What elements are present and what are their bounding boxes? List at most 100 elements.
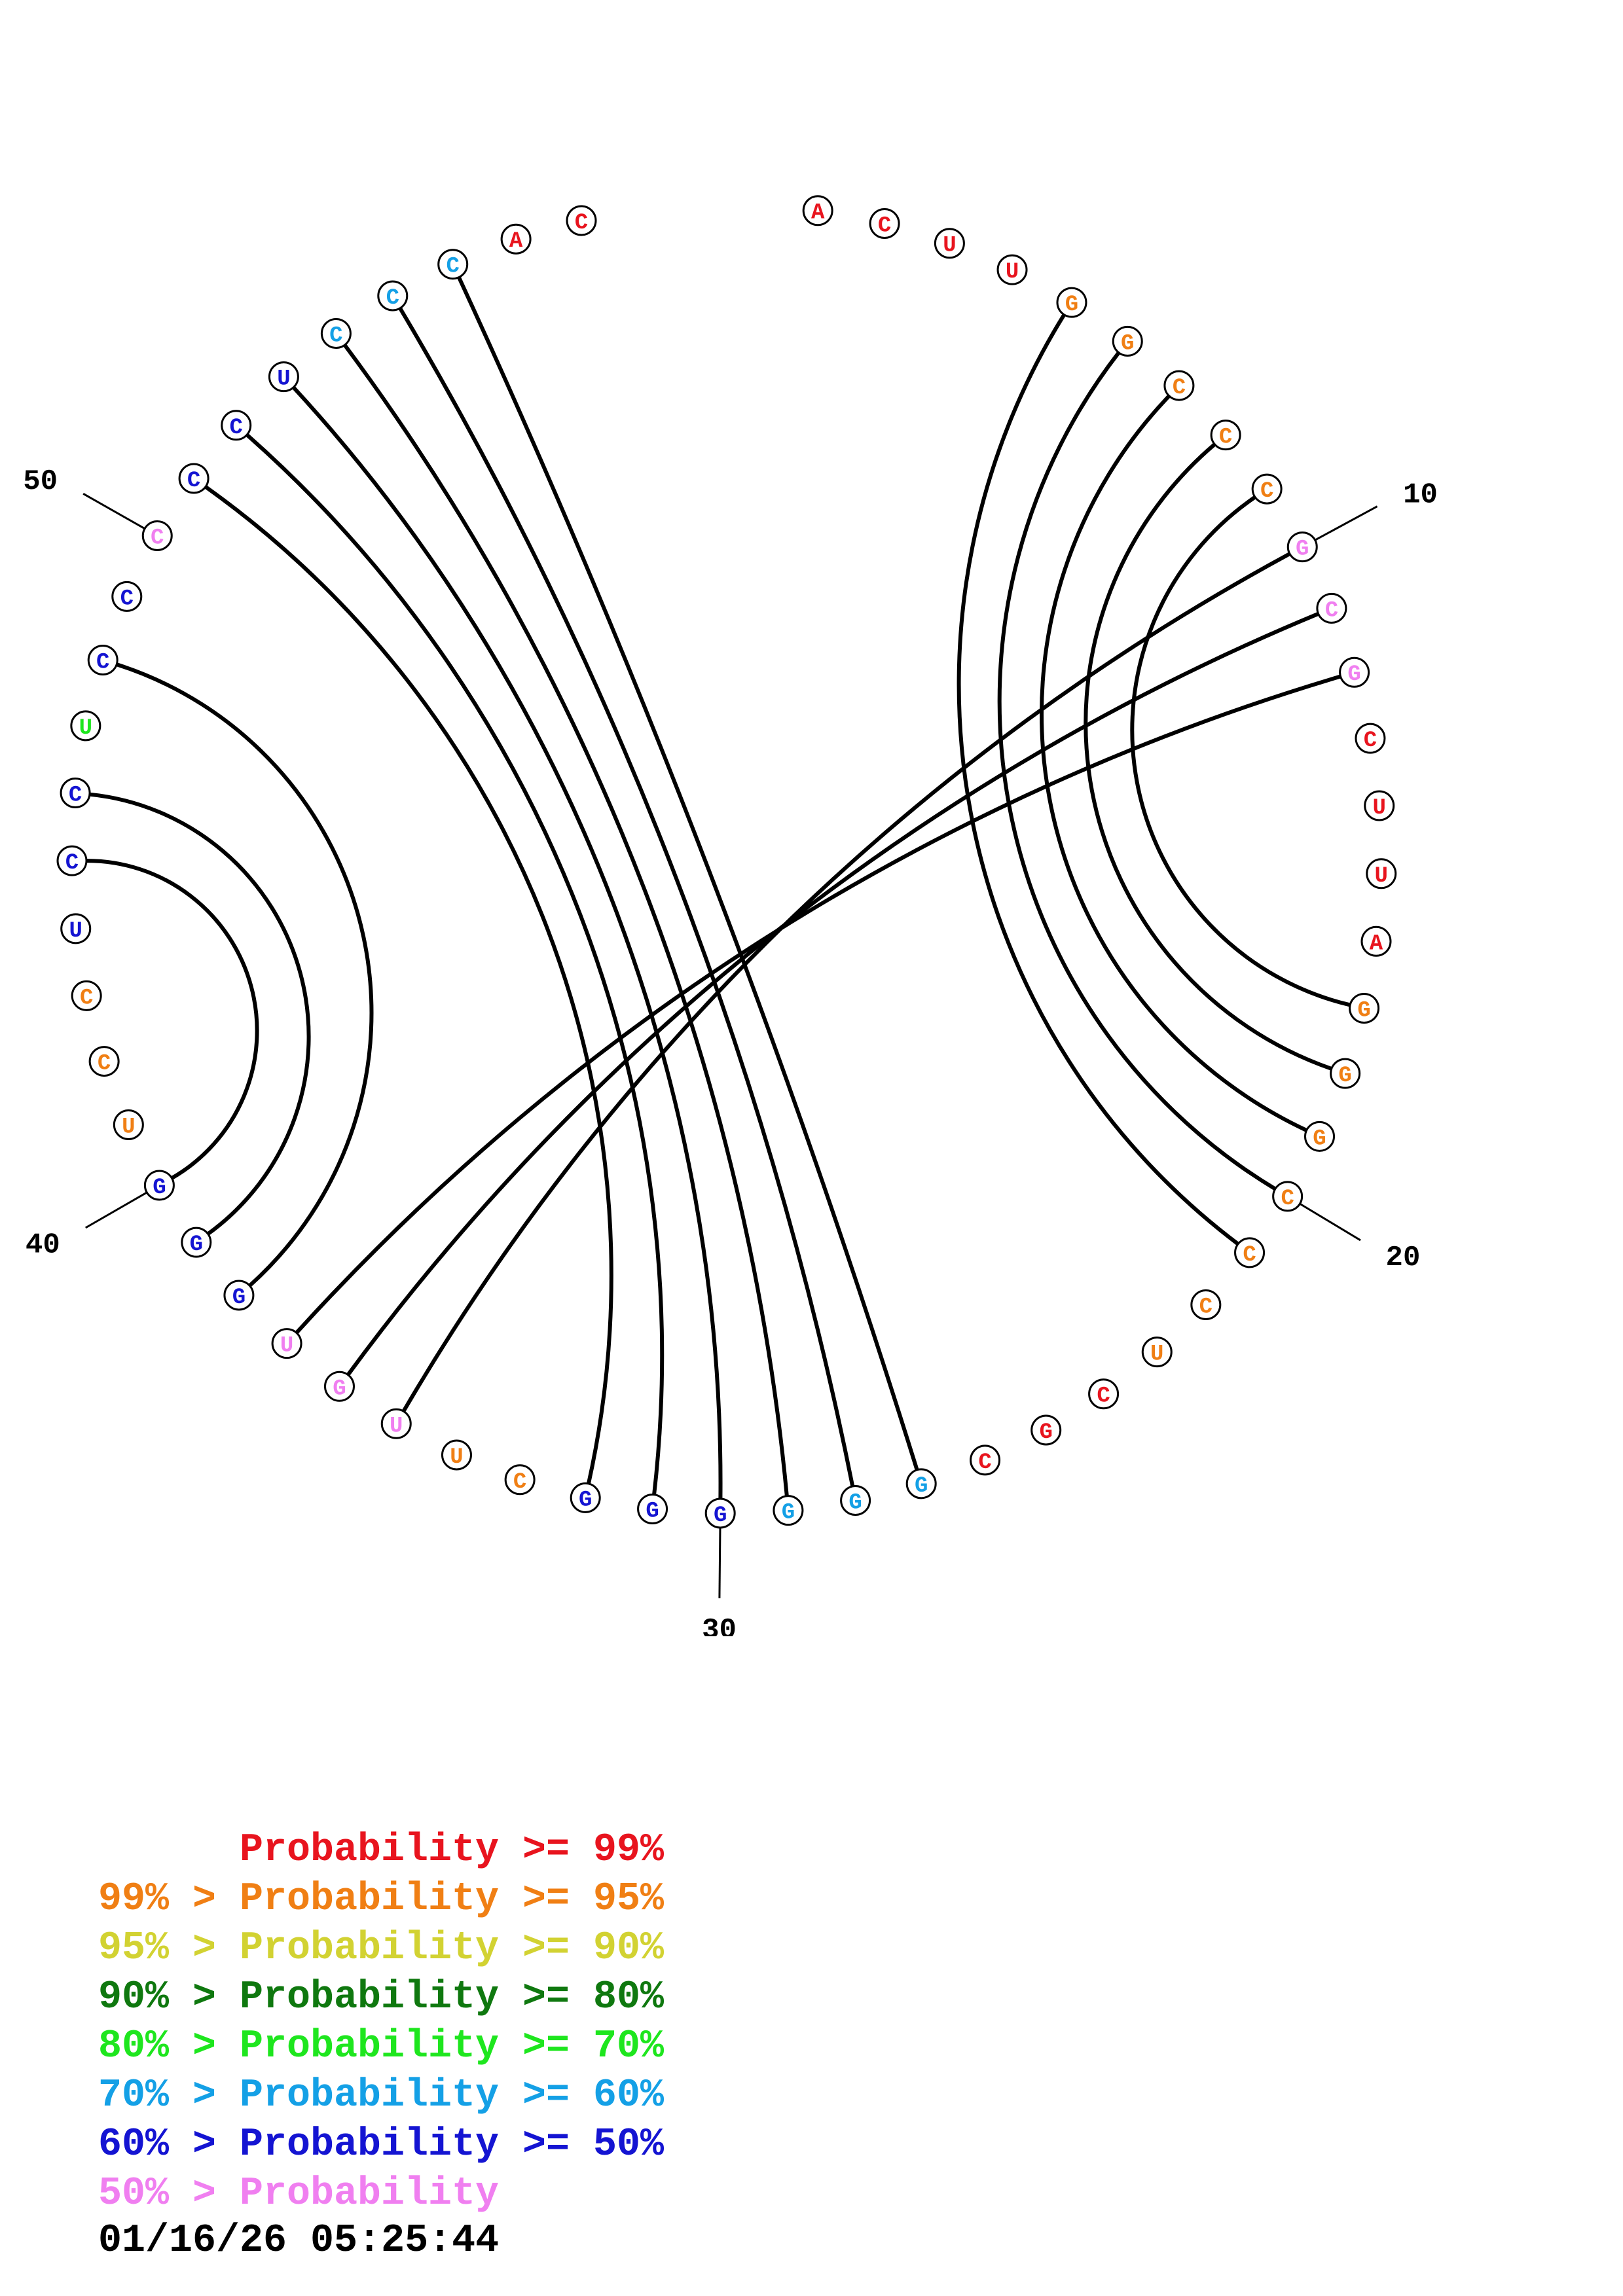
nucleotide-base: G bbox=[1065, 293, 1078, 317]
circle-plot: 10 20 30 40 50 A C U U G G C C C G C G C U U A G G G C C C U C G C G G G… bbox=[23, 195, 1438, 1636]
nucleotide-33: C bbox=[504, 1464, 536, 1496]
nucleotide-base: G bbox=[190, 1232, 203, 1257]
nucleotide-base: G bbox=[915, 1474, 928, 1499]
pair-arc-7-19 bbox=[1040, 394, 1307, 1132]
nucleotide-28: G bbox=[840, 1484, 871, 1516]
nucleotide-base: C bbox=[230, 416, 243, 440]
nucleotide-45: C bbox=[56, 845, 88, 876]
pair-arc-29-54 bbox=[343, 344, 789, 1496]
nucleotide-57: A bbox=[500, 223, 532, 255]
nucleotide-31: G bbox=[637, 1494, 668, 1525]
nucleotide-circle bbox=[87, 644, 119, 675]
nucleotide-43: C bbox=[71, 980, 102, 1011]
nucleotide-14: U bbox=[1364, 790, 1395, 821]
nucleotide-8: C bbox=[1210, 420, 1241, 451]
nucleotide-base: G bbox=[579, 1488, 592, 1513]
nucleotide-circle bbox=[1330, 1058, 1361, 1089]
legend-sep: > bbox=[192, 2073, 217, 2118]
legend-upper: 50% bbox=[593, 2123, 665, 2167]
nucleotide-base: C bbox=[575, 211, 588, 236]
legend-cmp: >= bbox=[522, 2073, 570, 2118]
nucleotide-11: C bbox=[1316, 592, 1347, 624]
nucleotide-7: C bbox=[1163, 370, 1195, 401]
nucleotide-circle bbox=[1088, 1378, 1120, 1410]
nucleotide-circle bbox=[1316, 592, 1347, 624]
legend-text: Probability bbox=[240, 2123, 500, 2167]
nucleotide-base: C bbox=[187, 469, 200, 493]
nucleotide-56: C bbox=[437, 249, 469, 280]
pair-arc-11-36 bbox=[346, 612, 1319, 1376]
nucleotide-base: G bbox=[1338, 1064, 1351, 1088]
nucleotide-circle bbox=[70, 710, 101, 742]
tick-label-10: 10 bbox=[1403, 478, 1438, 511]
nucleotide-12: G bbox=[1339, 656, 1370, 688]
nucleotide-circle bbox=[143, 1170, 175, 1201]
pair-arc-27-56 bbox=[457, 276, 919, 1471]
nucleotide-1: A bbox=[802, 195, 833, 226]
tick-label-20: 20 bbox=[1386, 1242, 1421, 1274]
nucleotide-circle bbox=[970, 1444, 1001, 1476]
nucleotide-base: U bbox=[943, 234, 956, 259]
nucleotide-circle bbox=[996, 254, 1028, 285]
legend-lower: 60% bbox=[98, 2123, 170, 2167]
timestamp: 01/16/26 05:25:44 bbox=[98, 2219, 500, 2263]
nucleotide-32: G bbox=[570, 1482, 601, 1513]
nucleotide-base: G bbox=[782, 1501, 795, 1526]
nucleotide-circle bbox=[504, 1464, 536, 1496]
nucleotide-ring: A C U U G G C C C G C G C U U A G G G C C C U C G C G G G G G G C U U G U G G G… bbox=[56, 195, 1397, 1529]
nucleotide-circle bbox=[320, 317, 352, 349]
pair-arc-31-52 bbox=[246, 433, 665, 1496]
nucleotide-base: C bbox=[513, 1470, 526, 1495]
nucleotide-base: G bbox=[1296, 537, 1309, 562]
tick-label-30: 30 bbox=[702, 1614, 737, 1636]
nucleotide-circle bbox=[1163, 370, 1195, 401]
legend-sep: > bbox=[192, 2172, 217, 2216]
nucleotide-circle bbox=[500, 223, 532, 255]
legend-upper: 80% bbox=[593, 1975, 665, 2020]
nucleotide-47: U bbox=[70, 710, 101, 742]
nucleotide-circle bbox=[71, 980, 102, 1011]
nucleotide-circle bbox=[1355, 723, 1386, 754]
nucleotide-circle bbox=[437, 249, 469, 280]
nucleotide-base: U bbox=[122, 1115, 135, 1139]
nucleotide-base: C bbox=[1325, 598, 1338, 623]
pair-arc-40-45 bbox=[86, 859, 259, 1180]
nucleotide-16: A bbox=[1360, 925, 1392, 957]
legend-cmp: >= bbox=[522, 2024, 570, 2069]
nucleotide-base: G bbox=[1121, 331, 1134, 356]
nucleotide-base: C bbox=[1199, 1295, 1213, 1319]
legend-sep: > bbox=[192, 1926, 217, 1971]
nucleotide-19: G bbox=[1304, 1121, 1336, 1152]
nucleotide-base: C bbox=[69, 783, 82, 808]
nucleotide-circle bbox=[178, 463, 210, 494]
nucleotide-base: G bbox=[1347, 662, 1360, 687]
nucleotide-circle bbox=[323, 1371, 355, 1402]
nucleotide-circle bbox=[268, 361, 299, 393]
nucleotide-circle bbox=[1056, 287, 1087, 318]
nucleotide-circle bbox=[380, 1408, 412, 1439]
nucleotide-circle bbox=[60, 913, 92, 944]
nucleotide-circle bbox=[1141, 1336, 1173, 1368]
nucleotide-base: C bbox=[120, 586, 134, 611]
nucleotide-circle bbox=[223, 1280, 255, 1311]
nucleotide-53: U bbox=[268, 361, 299, 393]
nucleotide-24: C bbox=[1088, 1378, 1120, 1410]
nucleotide-20: C bbox=[1272, 1181, 1304, 1212]
legend-lower: 80% bbox=[98, 2024, 170, 2069]
legend-upper: 70% bbox=[593, 2024, 665, 2069]
nucleotide-circle bbox=[441, 1439, 472, 1471]
nucleotide-circle bbox=[1339, 656, 1370, 688]
pair-arc-8-18 bbox=[1084, 442, 1332, 1071]
legend-sep: > bbox=[192, 2024, 217, 2069]
nucleotide-base: G bbox=[153, 1175, 166, 1200]
nucleotide-40: G bbox=[143, 1170, 175, 1201]
nucleotide-18: G bbox=[1330, 1058, 1361, 1089]
nucleotide-circle bbox=[1272, 1181, 1304, 1212]
tick-line-20 bbox=[1299, 1202, 1361, 1242]
legend-row-5: 70% > Probability >= 60% bbox=[98, 2072, 664, 2121]
nucleotide-base: A bbox=[509, 229, 523, 254]
tick-label-40: 40 bbox=[26, 1229, 60, 1261]
nucleotide-base: C bbox=[1173, 376, 1186, 401]
nucleotide-base: C bbox=[1243, 1243, 1256, 1268]
nucleotide-54: C bbox=[320, 317, 352, 349]
